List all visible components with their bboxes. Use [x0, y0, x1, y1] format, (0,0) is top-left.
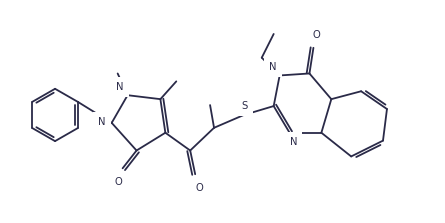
- Text: N: N: [290, 137, 297, 147]
- Text: N: N: [98, 117, 106, 127]
- Text: N: N: [269, 62, 277, 72]
- Text: O: O: [115, 177, 122, 187]
- Text: O: O: [195, 183, 203, 193]
- Text: N: N: [116, 82, 124, 92]
- Text: O: O: [312, 30, 320, 40]
- Text: S: S: [242, 101, 248, 111]
